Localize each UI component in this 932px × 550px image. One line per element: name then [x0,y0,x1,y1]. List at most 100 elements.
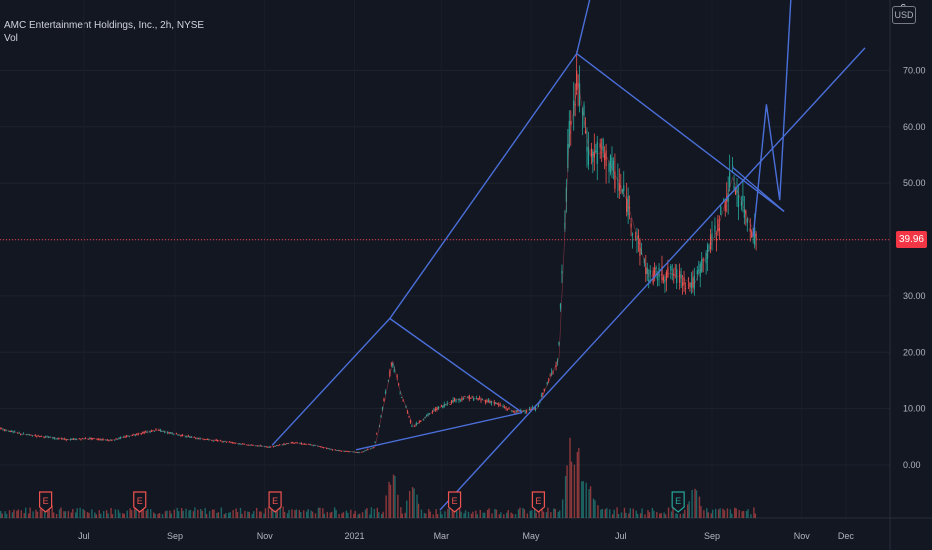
price-candle [380,415,382,418]
price-candle [473,398,475,401]
price-candle [506,409,509,411]
trendline[interactable] [355,411,523,451]
volume-bar [189,509,192,518]
price-candle [234,443,236,444]
volume-bar [105,510,108,518]
x-tick-label: Jul [78,531,90,541]
price-candle [664,279,666,283]
price-candle [751,231,753,238]
volume-bar [341,513,343,518]
price-candle [187,435,189,437]
price-candle [267,447,269,448]
price-candle [411,425,413,427]
volume-bar [114,509,117,518]
trendline[interactable] [271,0,612,446]
trendline[interactable] [576,53,785,212]
volume-bar [32,511,34,518]
price-candle [731,165,734,167]
price-candle [106,439,108,441]
currency-badge[interactable]: USD [892,6,916,24]
volume-bar [25,507,27,518]
volume-bar [279,507,281,518]
price-candle [284,444,286,446]
price-candle [152,430,154,432]
price-candle [605,150,607,167]
volume-bar [472,511,474,518]
volume-bar [503,514,505,518]
volume-bar [609,509,611,518]
price-candle [125,435,128,437]
earnings-flag-icon[interactable]: E [531,491,546,513]
volume-bar [213,509,215,518]
price-candle [559,303,562,309]
volume-bar [145,510,148,518]
trendline[interactable] [439,47,866,511]
price-candle [737,195,740,208]
volume-bar [694,488,696,518]
price-candle [493,402,495,404]
price-candle [408,416,410,418]
price-candle [595,150,597,153]
x-tick-label: Dec [838,531,855,541]
trendline[interactable] [389,317,523,414]
price-candle [629,207,631,209]
earnings-flag-icon[interactable]: E [447,491,462,513]
earnings-flag-icon[interactable]: E [39,491,53,513]
volume-bar [264,508,267,518]
volume-bar [541,508,543,518]
volume-indicator-label[interactable]: Vol [4,33,18,44]
volume-bar [216,512,218,518]
volume-bar [225,513,227,518]
price-candle [203,439,206,441]
volume-bar [663,512,665,518]
volume-bar [601,508,604,518]
price-candle [618,183,620,191]
volume-bar [413,488,415,518]
price-candle [434,408,437,411]
volume-bar [753,507,755,518]
price-candle [373,447,375,449]
volume-bar [684,509,686,518]
volume-bar [467,511,470,518]
volume-bar [133,508,136,518]
earnings-flag-icon[interactable]: E [268,491,282,513]
price-candle [442,405,444,408]
volume-bar [142,507,145,518]
price-candle [634,235,637,237]
volume-bar [517,509,520,518]
volume-bar [228,512,230,518]
price-candle [546,382,548,385]
volume-bar [416,494,418,518]
volume-bar [176,507,178,518]
volume-bar [483,512,486,518]
volume-bar [470,513,473,518]
price-candle [399,393,401,395]
earnings-flag-icon[interactable]: E [133,491,147,513]
y-tick-label: 30.00 [903,291,926,301]
price-candle [328,448,331,450]
volume-bar [267,507,270,518]
volume-bar [542,511,545,518]
price-candle [754,227,756,246]
price-candle [225,441,228,443]
price-candle [681,282,684,286]
volume-bar [205,514,208,518]
price-candle [80,439,82,440]
volume-bar [682,513,684,518]
volume-bar [463,513,465,518]
volume-bar [745,511,748,518]
price-candle [211,440,213,441]
price-candle [746,218,748,223]
trendline[interactable] [752,0,807,237]
volume-bar [700,506,702,518]
volume-bar [83,510,86,518]
volume-bar [435,509,437,518]
volume-bar [510,512,512,518]
volume-bar [585,482,587,518]
dividend-flag-icon[interactable]: E [671,491,685,513]
volume-bar [448,507,451,518]
price-candle [145,431,147,433]
price-candle [673,274,675,276]
price-candle [740,201,743,207]
